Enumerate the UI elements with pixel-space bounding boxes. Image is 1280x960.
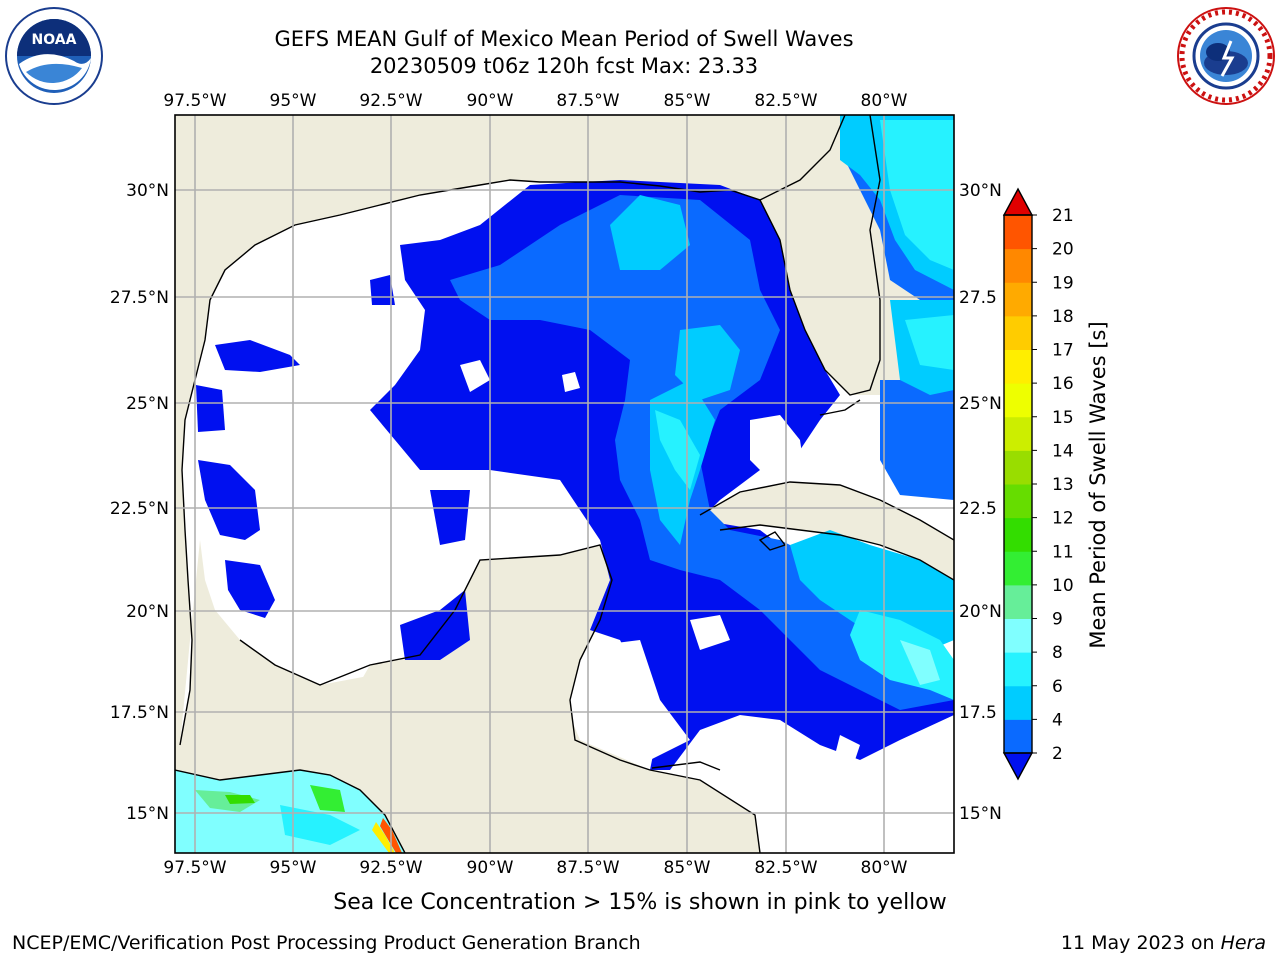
colorbar-tick-label: 17: [1052, 341, 1074, 361]
sea-ice-note: Sea Ice Concentration > 15% is shown in …: [333, 890, 947, 915]
colorbar-tick-label: 2: [1052, 744, 1063, 764]
colorbar-segment: [1004, 282, 1032, 317]
date-text: 11 May 2023 on: [1060, 932, 1215, 954]
colorbar-over-triangle: [1002, 187, 1034, 216]
colorbar-tick-label: 20: [1052, 240, 1074, 260]
colorbar-segment: [1004, 315, 1032, 350]
lat-label-right: 30°N: [959, 181, 1002, 201]
date-line: 11 May 2023 on Hera: [1061, 932, 1266, 954]
colorbar-tick-label: 12: [1052, 509, 1074, 529]
lat-label-right: 20°N: [959, 602, 1002, 622]
lat-label-right: 15°N: [959, 804, 1002, 824]
lon-label-bottom: 82.5°W: [754, 858, 817, 878]
colorbar-segment: [1004, 349, 1032, 384]
lon-label-bottom: 97.5°W: [163, 858, 226, 878]
coastlines: [175, 115, 954, 853]
colorbar-segment: [1004, 484, 1032, 519]
colorbar-tick-label: 10: [1052, 576, 1074, 596]
colorbar-segment: [1004, 652, 1032, 687]
colorbar-segment: [1004, 618, 1032, 653]
lat-label-right: 22.5: [959, 499, 997, 519]
chart-title: GEFS MEAN Gulf of Mexico Mean Period of …: [274, 27, 854, 51]
colorbar-segment: [1004, 551, 1032, 586]
lat-label-left: 17.5°N: [110, 703, 169, 723]
lon-label-top: 97.5°W: [163, 91, 226, 111]
lon-label-bottom: 92.5°W: [359, 858, 422, 878]
lat-label-right: 25°N: [959, 394, 1002, 414]
nws-logo: [1177, 7, 1275, 105]
lon-label-top: 90°W: [467, 91, 514, 111]
colorbar-segment: [1004, 416, 1032, 451]
colorbar-segment: [1004, 248, 1032, 283]
colorbar-label: Mean Period of Swell Waves [s]: [1086, 321, 1110, 648]
lon-label-bottom: 95°W: [270, 858, 317, 878]
colorbar-segment: [1004, 517, 1032, 552]
lon-label-top: 95°W: [270, 91, 317, 111]
colorbar-tick-label: 18: [1052, 307, 1074, 327]
lat-label-left: 20°N: [126, 602, 169, 622]
colorbar-under-triangle: [1002, 752, 1034, 781]
colorbar-segment: [1004, 719, 1032, 754]
colorbar-segment: [1004, 215, 1032, 250]
colorbar-tick-label: 14: [1052, 441, 1074, 461]
cuba: [700, 482, 954, 580]
swell-4-6: [610, 195, 690, 270]
lat-label-right: 17.5: [959, 703, 997, 723]
lon-label-bottom: 85°W: [664, 858, 711, 878]
colorbar-tick-label: 15: [1052, 408, 1074, 428]
lat-label-right: 27.5: [959, 288, 997, 308]
colorbar-tick-label: 8: [1052, 643, 1063, 663]
noaa-logo: NOAA: [5, 7, 103, 105]
lat-label-left: 27.5°N: [110, 288, 169, 308]
lon-label-bottom: 87.5°W: [556, 858, 619, 878]
lon-label-top: 85°W: [664, 91, 711, 111]
lat-label-left: 22.5°N: [110, 499, 169, 519]
colorbar-segment: [1004, 450, 1032, 485]
lon-label-bottom: 80°W: [861, 858, 908, 878]
colorbar-segment: [1004, 584, 1032, 619]
colorbar-tick-label: 9: [1052, 610, 1063, 630]
lat-label-left: 15°N: [126, 804, 169, 824]
gridlines: [175, 115, 954, 853]
lat-label-left: 25°N: [126, 394, 169, 414]
lon-label-bottom: 90°W: [467, 858, 514, 878]
lat-label-left: 30°N: [126, 181, 169, 201]
colorbar-tick-label: 13: [1052, 475, 1074, 495]
swell-6-8: [655, 410, 700, 490]
chart-subtitle: 20230509 t06z 120h fcst Max: 23.33: [369, 54, 759, 78]
colorbar-tick-label: 21: [1052, 206, 1074, 226]
map-frame: [174, 114, 955, 854]
lon-label-top: 87.5°W: [556, 91, 619, 111]
colorbar-tick-label: 11: [1052, 542, 1074, 562]
colorbar-tick-label: 19: [1052, 273, 1074, 293]
host-name: Hera: [1220, 932, 1266, 954]
lon-label-top: 80°W: [861, 91, 908, 111]
lon-label-top: 92.5°W: [359, 91, 422, 111]
colorbar: 2 4 6 8 9 10 11 12 13 14 15 16 17 18 19 20 21: [1002, 187, 1074, 781]
colorbar-segment: [1004, 685, 1032, 720]
credit-line: NCEP/EMC/Verification Post Processing Pr…: [12, 932, 641, 954]
colorbar-tick-label: 16: [1052, 374, 1074, 394]
svg-text:NOAA: NOAA: [32, 32, 77, 48]
lon-label-top: 82.5°W: [754, 91, 817, 111]
colorbar-tick-label: 4: [1052, 710, 1063, 730]
colorbar-tick-label: 6: [1052, 677, 1063, 697]
colorbar-segment: [1004, 383, 1032, 418]
